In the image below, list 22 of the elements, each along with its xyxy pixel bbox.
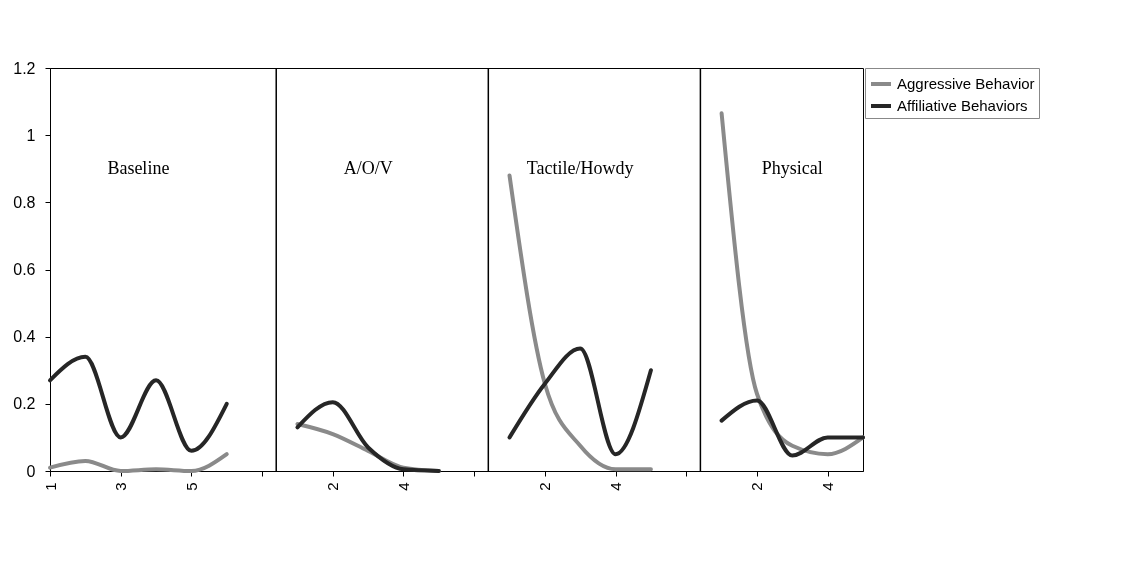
legend-label: Aggressive Behavior xyxy=(897,75,1035,92)
x-tick-label: 2 xyxy=(536,482,554,491)
y-tick-label: 1 xyxy=(26,126,36,144)
annotation: A/O/V xyxy=(343,157,393,178)
y-tick-label: 0 xyxy=(26,462,36,480)
y-tick-label: 0.6 xyxy=(13,261,36,278)
y-tick-label: 1.2 xyxy=(13,59,36,77)
x-tick-label: 4 xyxy=(607,482,625,491)
y-tick-label: 0.8 xyxy=(13,193,36,211)
annotation: Tactile/Howdy xyxy=(526,157,634,178)
y-tick-label: 0.2 xyxy=(13,395,36,413)
x-tick-label: 2 xyxy=(324,482,342,491)
annotation: Physical xyxy=(761,157,823,178)
x-tick-label: 3 xyxy=(112,482,130,491)
x-tick-label: 4 xyxy=(394,482,412,491)
annotation: Baseline xyxy=(107,157,170,178)
x-tick-label: 1 xyxy=(41,482,59,491)
x-tick-label: 4 xyxy=(819,482,837,491)
x-tick-label: 2 xyxy=(748,482,766,491)
y-tick-label: 0.4 xyxy=(13,328,36,346)
legend-label: Affiliative Behaviors xyxy=(897,97,1028,114)
x-tick-label: 5 xyxy=(182,482,200,491)
